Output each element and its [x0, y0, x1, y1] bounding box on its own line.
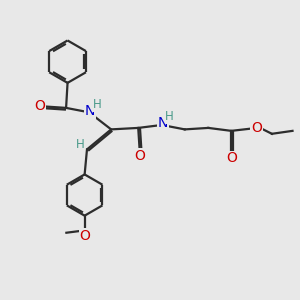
Text: H: H [93, 98, 102, 111]
Text: O: O [226, 151, 237, 165]
Text: H: H [76, 138, 85, 151]
Text: H: H [165, 110, 174, 123]
Text: O: O [34, 99, 45, 113]
Text: O: O [134, 149, 145, 163]
Text: N: N [158, 116, 168, 130]
Text: O: O [79, 229, 90, 243]
Text: O: O [251, 121, 262, 135]
Text: N: N [85, 104, 95, 118]
